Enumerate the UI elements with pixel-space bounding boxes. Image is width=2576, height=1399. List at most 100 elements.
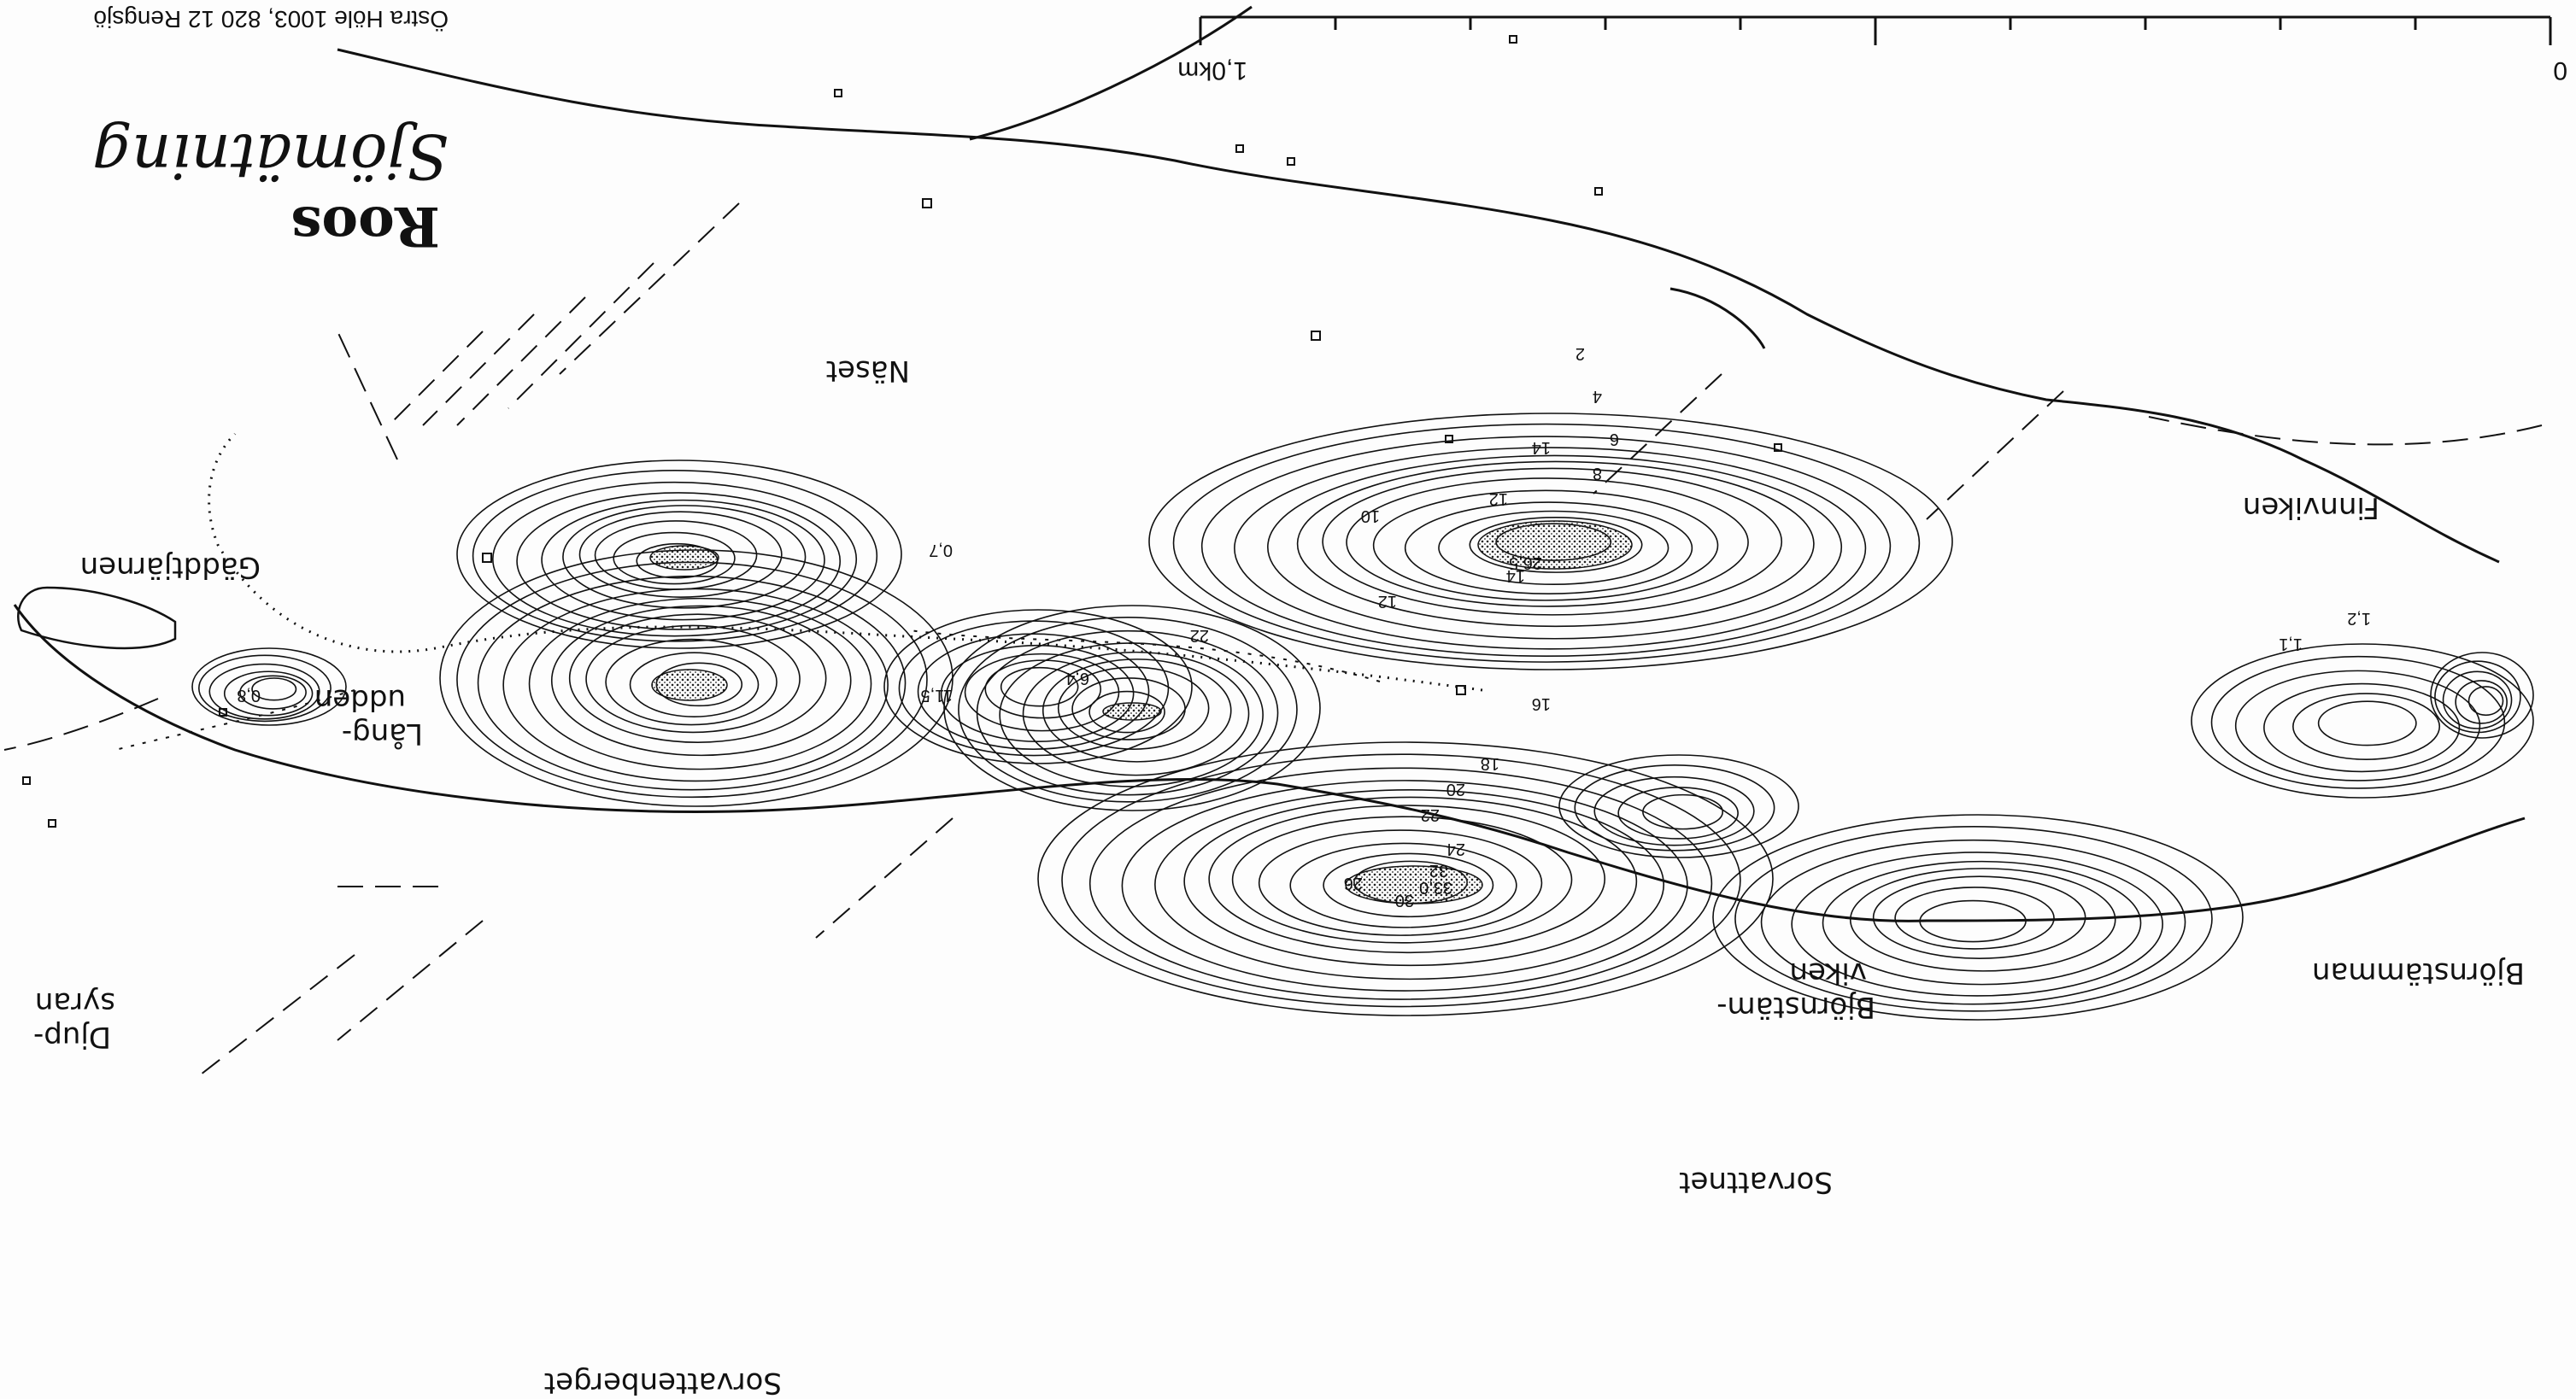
contour-line: [1617, 787, 1739, 840]
shoreline-outer: [13, 5, 2526, 922]
depth-label: 20: [1446, 780, 1465, 799]
contour-line: [208, 663, 320, 720]
depth-label: 4: [1593, 387, 1602, 406]
contour-line: [2191, 643, 2534, 799]
contour-line: [1037, 741, 1774, 1016]
contour-line: [594, 520, 758, 590]
depth-label: 16: [1532, 694, 1551, 713]
contour-line: [1346, 477, 1749, 607]
contour-line: [1469, 517, 1643, 573]
depth-label: 12: [1489, 489, 1508, 508]
buildings: [22, 35, 1782, 828]
label-langudden-2: udden: [314, 682, 406, 717]
contour-line: [1088, 767, 1713, 1000]
label-langudden-1: Lång-: [342, 717, 423, 751]
scale-end-label: 1,0km: [1177, 56, 1247, 85]
contour-line: [456, 460, 902, 649]
label-gaddtjarnen: Gäddtjärnen: [80, 550, 261, 584]
contour-line: [605, 638, 777, 726]
contour-line: [883, 609, 1193, 764]
contour-line: [917, 633, 1150, 750]
label-naset: Näset: [826, 354, 910, 388]
contour-line: [1148, 413, 1953, 670]
contour-line: [1822, 860, 2142, 986]
contour-line: [198, 654, 332, 723]
contour-line: [940, 644, 1135, 743]
contour-line: [2292, 693, 2441, 760]
property-lines: [3, 331, 2543, 887]
contour-line: [1296, 460, 1815, 628]
contour-line: [1919, 899, 2027, 943]
contour-line: [1000, 666, 1079, 707]
depth-label: 10: [1361, 506, 1380, 525]
contour-line: [562, 505, 807, 609]
contour-line: [528, 597, 872, 770]
diagonal-hatch: [200, 202, 2064, 1075]
depth-label: 22: [1190, 626, 1209, 645]
contour-line: [2263, 682, 2461, 773]
contour-line: [1208, 805, 1606, 954]
depth-label: 26,5: [1509, 553, 1542, 572]
depth-label: 2: [1576, 344, 1585, 363]
contour-line: [1183, 796, 1638, 967]
scale-bar: [1199, 15, 2552, 45]
contour-line: [516, 492, 842, 630]
contour-line: [472, 470, 878, 642]
contour-line: [1258, 829, 1543, 936]
dotted-trail: [208, 432, 1483, 692]
contour-line: [1172, 423, 1921, 663]
depth-label: 22: [1421, 805, 1440, 824]
contour-line: [1234, 447, 1867, 650]
contour-line: [585, 624, 801, 734]
contour-line: [1042, 659, 1232, 763]
contour-line: [1022, 651, 1250, 776]
depth-label: 1,2: [2347, 609, 2371, 628]
contour-line: [898, 620, 1170, 757]
contour-line: [1404, 501, 1693, 595]
depth-label: 8: [1593, 464, 1602, 483]
label-bjornstamviken-2: viken: [1789, 956, 1867, 990]
depth-label: 18: [1481, 754, 1499, 773]
contour-line: [492, 481, 858, 637]
contour-line: [964, 653, 1120, 732]
contour-line: [251, 677, 297, 701]
label-djupsyran-1: Djup-: [33, 1020, 111, 1054]
contour-line: [1200, 436, 1892, 658]
contour-line: [1231, 816, 1573, 944]
contour-line: [1791, 852, 2163, 997]
contour-line: [1894, 887, 2055, 950]
contour-line: [1558, 754, 1799, 858]
contour-line: [1372, 489, 1719, 601]
depth-label: 14: [1506, 566, 1525, 585]
depth-label: 0,7: [929, 541, 953, 559]
publisher-logo: Roos: [290, 194, 440, 258]
publisher-subtitle: Sjömätning: [92, 120, 449, 192]
small-lake-gaddtjarnen: [17, 586, 177, 650]
contour-line: [1574, 764, 1775, 852]
depth-labels: 24681012141618202224263033,03226,511,56,…: [237, 344, 2371, 910]
publisher-block: Roos Sjömätning Östra Höle 1003, 820 12 …: [92, 6, 449, 258]
label-bjornstamman: Björnstämman: [2312, 956, 2525, 990]
depth-label: 1,1: [2279, 635, 2303, 653]
depth-label: 33,0: [1419, 878, 1452, 897]
contour-line: [1322, 467, 1783, 616]
contour-line: [541, 499, 825, 621]
contour-line: [2430, 652, 2534, 739]
contour-line: [223, 670, 314, 717]
depth-label: 30: [1395, 891, 1414, 910]
contour-line: [984, 659, 1102, 719]
depth-label: 24: [1446, 840, 1465, 858]
depth-label: 14: [1532, 438, 1551, 457]
label-sorvattnet: Sorvattnet: [1679, 1165, 1833, 1199]
contour-line: [568, 613, 827, 743]
contour-line: [629, 652, 760, 717]
contour-line: [191, 647, 347, 726]
contour-line: [958, 617, 1298, 803]
depth-label: 6,4: [1065, 669, 1089, 688]
contour-line: [1849, 868, 2116, 972]
depth-label: 11,5: [921, 686, 953, 705]
deepest-areas: [649, 520, 1633, 904]
contour-line: [2234, 670, 2481, 781]
contour-line: [2434, 660, 2521, 734]
